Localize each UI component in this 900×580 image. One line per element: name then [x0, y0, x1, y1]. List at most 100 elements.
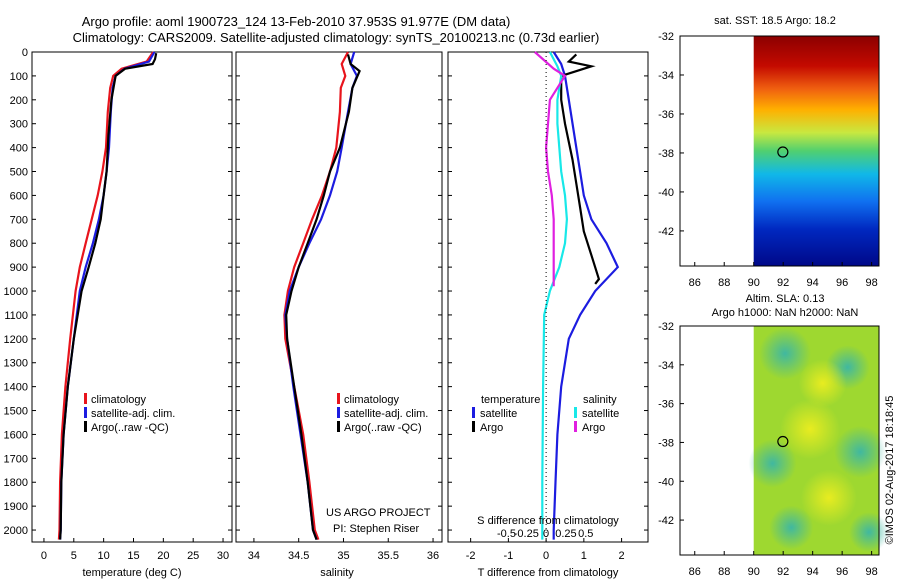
- temperature-xlabel: temperature (deg C): [82, 567, 181, 579]
- sst-map: 86 88 90 92 94 96 98 -32 -34 -36 -38 -40 -42: [658, 31, 880, 289]
- sla-texture-patch: [798, 359, 847, 408]
- legend-label-temp-argo: Argo: [480, 422, 503, 434]
- longitude-tick-label: 88: [718, 277, 730, 289]
- legend-swatch-climatology: [337, 393, 340, 404]
- s-tick-label: 0.5: [578, 528, 593, 540]
- depth-tick-label: 800: [10, 238, 28, 250]
- latitude-tick-label: -32: [658, 321, 674, 333]
- longitude-tick-label: 90: [748, 277, 760, 289]
- x-tick-label: 35: [337, 550, 349, 562]
- t-difference-xlabel: T difference from climatology: [478, 567, 619, 579]
- depth-tick-label: 900: [10, 262, 28, 274]
- x-tick-label: -1: [503, 550, 513, 562]
- legend-swatch-temp-argo: [472, 421, 475, 432]
- s-difference-xlabel: S difference from climatology: [477, 515, 619, 527]
- temperature-panel-frame: [31, 51, 233, 543]
- x-tick-label: -2: [466, 550, 476, 562]
- sla-texture-patch: [800, 469, 857, 526]
- imos-credit: ©IMOS 02-Aug-2017 18:18:45: [884, 396, 896, 545]
- sla-texture-patch: [748, 439, 797, 488]
- sla-map-frame: [679, 325, 880, 556]
- latitude-tick-label: -36: [658, 109, 674, 121]
- legend-swatch-sal-argo: [574, 421, 577, 432]
- depth-tick-label: 400: [10, 143, 28, 155]
- legend-swatch-satellite: [337, 407, 340, 418]
- sst-argo-location-marker: [777, 146, 789, 158]
- sst-map-frame: [679, 35, 880, 267]
- depth-axis: 0 100 200 300 400 500 600 700 800 900 1000 1100 1200…: [4, 47, 28, 537]
- series-line-climatology: [57, 51, 155, 540]
- depth-tick-label: 1800: [4, 477, 28, 489]
- longitude-tick-label: 88: [718, 566, 730, 578]
- x-tick-label: 2: [619, 550, 625, 562]
- difference-panel-frame: [447, 51, 649, 543]
- x-tick-label: 20: [157, 550, 169, 562]
- legend-label-sal-satellite: satellite: [582, 408, 619, 420]
- figure-title-line1: Argo profile: aoml 1900723_124 13-Feb-20…: [82, 14, 511, 29]
- x-tick-label: 30: [217, 550, 229, 562]
- legend-label-argo: Argo(..raw -QC): [91, 422, 169, 434]
- depth-tick-label: 1600: [4, 429, 28, 441]
- sla-texture-patch: [848, 512, 889, 553]
- depth-tick-label: 2000: [4, 525, 28, 537]
- sla-texture-patch: [769, 505, 814, 550]
- legend-label-satellite: satellite-adj. clim.: [344, 408, 428, 420]
- depth-tick-label: 1200: [4, 334, 28, 346]
- series-line-climatology: [283, 51, 349, 540]
- sla-map: 86 88 90 92 94 96 98 -32 -34 -36 -38 -40 -42: [658, 321, 889, 578]
- depth-tick-label: 1900: [4, 501, 28, 513]
- legend-label-climatology: climatology: [344, 394, 400, 406]
- longitude-tick-label: 92: [777, 566, 789, 578]
- sst-map-title: sat. SST: 18.5 Argo: 18.2: [714, 15, 836, 27]
- depth-tick-label: 1700: [4, 453, 28, 465]
- legend-title-temperature: temperature: [481, 394, 540, 406]
- x-tick-label: 34.5: [288, 550, 309, 562]
- series-line-temperature-satellite: [552, 51, 620, 540]
- latitude-tick-label: -40: [658, 187, 674, 199]
- sla-texture-patch: [759, 327, 812, 380]
- salinity-legend: climatology satellite-adj. clim. Argo(..…: [337, 393, 428, 434]
- depth-tick-label: 700: [10, 214, 28, 226]
- longitude-tick-label: 98: [866, 277, 878, 289]
- legend-label-sal-argo: Argo: [582, 422, 605, 434]
- legend-label-temp-satellite: satellite: [480, 408, 517, 420]
- latitude-tick-label: -36: [658, 399, 674, 411]
- legend-swatch-argo: [337, 421, 340, 432]
- longitude-tick-label: 86: [689, 277, 701, 289]
- legend-swatch-climatology: [84, 393, 87, 404]
- x-tick-label: 1: [581, 550, 587, 562]
- depth-tick-label: 200: [10, 95, 28, 107]
- series-line-argo-raw-qc-: [59, 52, 158, 540]
- series-line-temperature-argo: [560, 53, 601, 285]
- x-tick-label: 25: [187, 550, 199, 562]
- sla-map-title: Altim. SLA: 0.13: [746, 293, 825, 305]
- salinity-plot: 34 34.5 35 35.5 36: [236, 51, 442, 562]
- longitude-tick-label: 90: [748, 566, 760, 578]
- sla-argo-location-marker: [777, 435, 789, 448]
- x-tick-label: 36: [427, 550, 439, 562]
- sst-field: [753, 36, 879, 266]
- latitude-tick-label: -42: [658, 226, 674, 238]
- x-tick-label: 15: [127, 550, 139, 562]
- sla-map-subtitle: Argo h1000: NaN h2000: NaN: [712, 307, 859, 319]
- series-line-salinity-argo: [534, 51, 567, 287]
- salinity-xlabel: salinity: [320, 567, 354, 579]
- legend-title-salinity: salinity: [583, 394, 617, 406]
- legend-swatch-temp-satellite: [472, 407, 475, 418]
- depth-tick-label: 1300: [4, 358, 28, 370]
- depth-tick-label: 1100: [4, 310, 28, 322]
- legend-label-argo: Argo(..raw -QC): [344, 422, 422, 434]
- depth-tick-label: 1000: [4, 286, 28, 298]
- longitude-tick-label: 94: [807, 277, 819, 289]
- depth-tick-label: 0: [22, 47, 28, 59]
- x-tick-label: 0: [543, 550, 549, 562]
- x-tick-label: 35.5: [378, 550, 399, 562]
- depth-tick-label: 300: [10, 119, 28, 131]
- latitude-tick-label: -42: [658, 515, 674, 527]
- depth-tick-label: 600: [10, 190, 28, 202]
- figure-title-line2: Climatology: CARS2009. Satellite-adjuste…: [73, 30, 600, 45]
- temperature-legend: climatology satellite-adj. clim. Argo(..…: [84, 393, 175, 434]
- sla-texture-patch: [834, 425, 887, 478]
- latitude-tick-label: -34: [658, 70, 674, 82]
